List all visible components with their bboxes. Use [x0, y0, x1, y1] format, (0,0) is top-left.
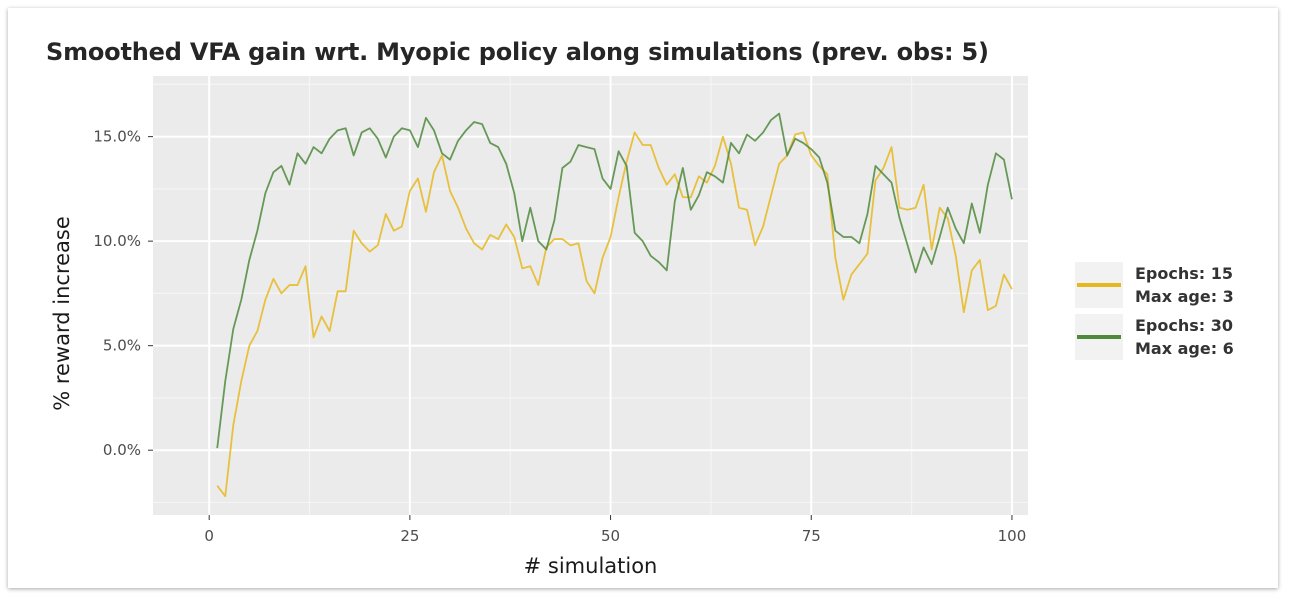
- legend: Epochs: 15 Max age: 3 Epochs: 30 Max age: 6: [1075, 262, 1234, 360]
- series-line-1: [216, 131, 1013, 498]
- legend-label: Max age: 6: [1135, 339, 1234, 358]
- x-tick-label: 0: [204, 527, 214, 545]
- y-tick-label: 15.0%: [93, 128, 141, 146]
- legend-label: Epochs: 30: [1135, 316, 1233, 335]
- y-axis-label: % reward increase: [50, 216, 74, 411]
- legend-label: Epochs: 15: [1135, 264, 1233, 283]
- y-tick-label: 0.0%: [103, 441, 141, 459]
- y-tick-label: 10.0%: [93, 232, 141, 250]
- x-tick-label: 50: [601, 527, 620, 545]
- chart-title: Smoothed VFA gain wrt. Myopic policy alo…: [46, 38, 989, 66]
- y-axis: 0.0% 5.0% 10.0% 15.0%: [93, 128, 153, 459]
- legend-label: Max age: 3: [1135, 287, 1234, 306]
- x-tick-label: 75: [802, 527, 821, 545]
- y-tick-label: 5.0%: [103, 337, 141, 355]
- plot-panel: [153, 76, 1028, 515]
- x-tick-label: 100: [998, 527, 1027, 545]
- minor-grid: [153, 76, 1028, 515]
- x-tick-label: 25: [400, 527, 419, 545]
- series-line-2: [216, 112, 1013, 449]
- x-axis-label: # simulation: [524, 554, 658, 578]
- x-axis: 0 25 50 75 100: [204, 515, 1026, 545]
- series-layer: [216, 112, 1013, 498]
